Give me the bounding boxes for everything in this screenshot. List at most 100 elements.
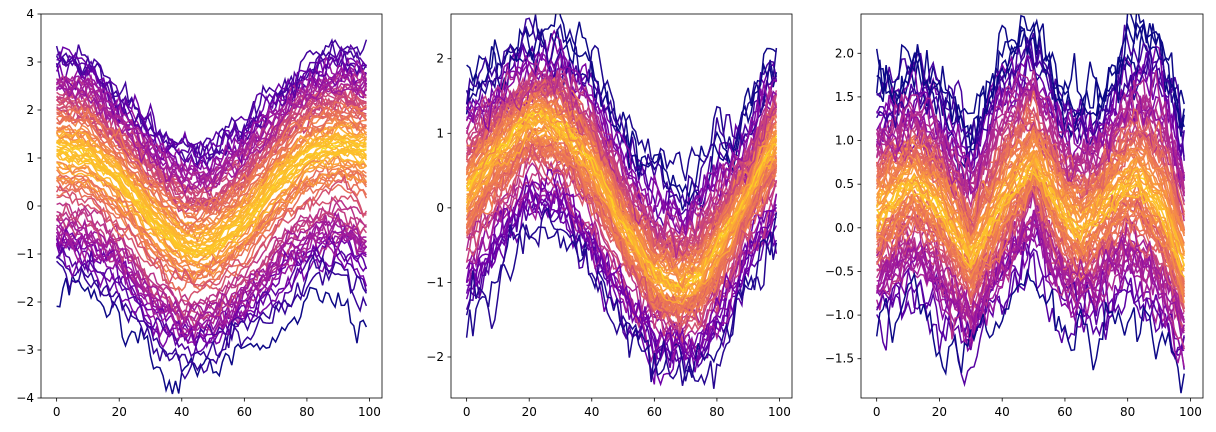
series-line [876,164,1185,273]
y-tick-label: −3 [16,343,34,357]
series-line [876,70,1185,187]
series-line [55,228,367,334]
series-line [466,119,777,298]
x-tick-label: 20 [522,405,537,419]
series-line [465,59,778,229]
y-tick-label: −1.5 [825,352,854,366]
series-line [55,121,368,236]
series-line [56,100,367,211]
series-line [465,207,778,389]
series-line [55,167,368,292]
x-tick-label: 100 [358,405,381,419]
y-tick-label: −2 [426,350,444,364]
series-line [466,187,777,364]
series-line [466,109,777,292]
y-tick-label: 1.0 [835,134,854,148]
y-tick-label: 0 [26,199,34,213]
series-line [876,108,1185,237]
subplot-3: 0 20 40 60 80 100 −1.5 −1.0 −0.5 0.0 0.5 1.0 1.5 2.0 [825,13,1204,419]
series-line [875,209,1185,368]
x-tick-label: 100 [768,405,791,419]
y-tick-label: 4 [26,7,34,21]
series-line [876,212,1185,332]
y-tick-label: 2.0 [835,46,854,60]
series-line [466,113,778,301]
x-tick-label: 40 [174,405,189,419]
series-line [465,129,777,305]
series-line [56,43,368,159]
series-line [876,100,1185,222]
series-line [465,51,777,236]
series-line [465,70,778,247]
series-line [465,17,777,207]
line-series-group [875,14,1185,394]
series-line [465,104,778,290]
y-tick-label: 1.5 [835,90,854,104]
series-line [56,103,367,213]
series-line [55,227,367,343]
axes-frame [860,13,1204,399]
x-tick-label: 80 [709,405,724,419]
x-tick-label: 100 [1179,405,1202,419]
x-tick-label: 0 [873,405,881,419]
series-line [55,245,368,358]
series-line [876,222,1185,324]
y-tick-label: −1 [16,247,34,261]
x-tick-label: 60 [1057,405,1072,419]
series-line [55,211,367,325]
y-tick-label: 0 [436,201,444,215]
x-tick-label: 0 [463,405,471,419]
series-line [56,191,368,303]
series-line [56,89,367,206]
y-tick-label: −2 [16,295,34,309]
x-tick-label: 20 [112,405,127,419]
series-line [876,116,1185,233]
series-line [876,193,1185,350]
series-line [56,214,367,321]
series-line [465,168,777,360]
x-tick-label: 0 [53,405,61,419]
series-line [56,171,368,281]
x-tick-label: 40 [584,405,599,419]
y-tick-label: 2 [26,103,34,117]
y-tick-label: 3 [26,55,34,69]
series-line [876,14,1185,151]
line-series-group [465,14,778,389]
series-line [56,125,368,238]
series-line [876,166,1185,278]
series-line [56,179,368,292]
x-tick-label: 80 [1120,405,1135,419]
series-line [56,89,367,206]
series-line [465,140,778,312]
y-tick-label: 0.5 [835,177,854,191]
series-line [466,69,777,257]
series-line [56,106,367,231]
x-tick-label: 40 [995,405,1010,419]
x-tick-label: 20 [932,405,947,419]
series-line [55,174,367,287]
series-line [56,254,368,380]
series-line [56,46,367,160]
series-line [876,149,1185,253]
series-line [56,273,368,395]
series-line [465,197,778,387]
series-line [55,59,367,183]
series-line [875,268,1185,394]
series-line [55,51,367,164]
series-line [56,139,367,253]
y-tick-label: 2 [436,52,444,66]
series-line [465,174,778,369]
series-line [876,169,1185,295]
series-line [466,78,777,260]
line-series-group [55,38,368,395]
series-line [465,212,778,383]
y-tick-label: −4 [16,391,34,405]
y-tick-label: −1 [426,275,444,289]
series-line [56,132,367,248]
subplot-2: 0 20 40 60 80 100 −2 −1 0 1 2 [426,13,793,419]
y-tick-label: −1.0 [825,308,854,322]
series-line [56,255,368,374]
series-line [56,165,367,280]
series-line [876,186,1185,336]
